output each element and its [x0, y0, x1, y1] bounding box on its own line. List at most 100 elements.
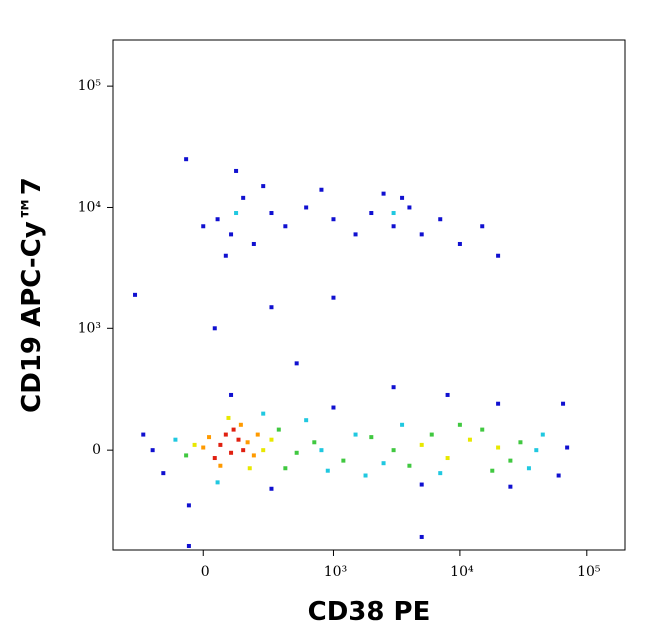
data-point	[331, 295, 336, 300]
data-point	[186, 503, 191, 508]
y-tick-label: 10³	[78, 320, 101, 336]
data-point	[381, 461, 386, 466]
data-point	[565, 445, 570, 450]
data-point	[457, 422, 462, 427]
data-point	[534, 448, 539, 453]
y-axis-label: CD19 APC-Cy™7	[17, 177, 47, 413]
data-point	[201, 445, 206, 450]
data-point	[234, 211, 239, 216]
data-point	[161, 471, 166, 476]
data-point	[231, 427, 236, 432]
data-point	[261, 184, 266, 189]
data-point	[312, 440, 317, 445]
data-point	[261, 448, 266, 453]
data-point	[226, 415, 231, 420]
data-point	[496, 253, 501, 258]
data-point	[407, 463, 412, 468]
data-point	[241, 195, 246, 200]
data-point	[391, 211, 396, 216]
data-point	[540, 432, 545, 437]
data-point	[184, 157, 189, 162]
data-point	[391, 224, 396, 229]
data-point	[480, 427, 485, 432]
data-point	[556, 473, 561, 478]
data-point	[238, 422, 243, 427]
data-point	[241, 448, 246, 453]
data-point	[236, 437, 241, 442]
data-point	[261, 411, 266, 416]
data-point	[419, 232, 424, 237]
data-point	[457, 241, 462, 246]
data-point	[353, 232, 358, 237]
data-point	[247, 466, 252, 471]
data-point	[353, 432, 358, 437]
data-point	[229, 232, 234, 237]
data-point	[325, 468, 330, 473]
data-point	[269, 211, 274, 216]
data-point	[207, 435, 212, 440]
x-tick-label: 10⁵	[577, 564, 601, 580]
data-point	[229, 450, 234, 455]
data-point	[438, 217, 443, 222]
data-point	[319, 187, 324, 192]
data-point	[304, 418, 309, 423]
data-point	[283, 466, 288, 471]
data-point	[283, 224, 288, 229]
data-point	[223, 253, 228, 258]
data-point	[419, 482, 424, 487]
data-point	[496, 401, 501, 406]
data-point	[269, 305, 274, 310]
data-point	[508, 484, 513, 489]
data-point	[215, 217, 220, 222]
data-point	[141, 432, 146, 437]
data-point	[508, 458, 513, 463]
data-point	[381, 191, 386, 196]
data-point	[429, 432, 434, 437]
data-point	[467, 437, 472, 442]
data-point	[369, 211, 374, 216]
data-point	[229, 392, 234, 397]
x-tick-label: 10³	[324, 564, 347, 580]
data-point	[294, 361, 299, 366]
data-point	[438, 471, 443, 476]
data-point	[391, 448, 396, 453]
data-point	[369, 435, 374, 440]
y-tick-label: 10⁴	[78, 199, 102, 215]
y-tick-label: 10⁵	[78, 78, 102, 94]
data-point	[173, 437, 178, 442]
data-point	[184, 453, 189, 458]
data-point	[400, 422, 405, 427]
data-point	[400, 195, 405, 200]
data-point	[419, 534, 424, 539]
data-point	[419, 442, 424, 447]
data-point	[526, 466, 531, 471]
data-point	[363, 473, 368, 478]
data-point	[518, 440, 523, 445]
data-point	[212, 326, 217, 331]
data-point	[150, 448, 155, 453]
data-point	[561, 401, 566, 406]
data-point	[223, 432, 228, 437]
data-point	[294, 450, 299, 455]
data-point	[391, 385, 396, 390]
data-point	[304, 205, 309, 210]
data-point	[331, 405, 336, 410]
data-point	[251, 241, 256, 246]
plot-frame	[112, 39, 626, 551]
data-point	[331, 217, 336, 222]
data-point	[186, 543, 191, 548]
x-tick-label: 0	[201, 564, 210, 580]
data-point	[218, 463, 223, 468]
data-point	[341, 458, 346, 463]
data-point	[490, 468, 495, 473]
data-point	[218, 442, 223, 447]
data-point	[269, 486, 274, 491]
data-point	[212, 456, 217, 461]
data-point	[480, 224, 485, 229]
data-point	[276, 427, 281, 432]
data-point	[201, 224, 206, 229]
data-point	[192, 442, 197, 447]
data-point	[251, 453, 256, 458]
data-point	[445, 392, 450, 397]
